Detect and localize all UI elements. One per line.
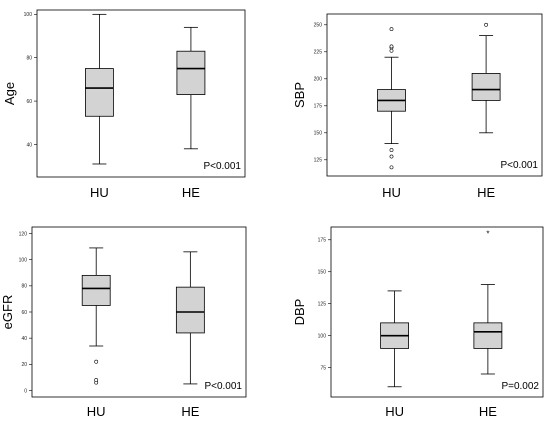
y-tick-label: 175 bbox=[314, 104, 323, 110]
x-category-label: HU bbox=[385, 404, 404, 419]
y-tick-label: 225 bbox=[314, 50, 323, 56]
p-value-annotation: P<0.001 bbox=[204, 381, 242, 392]
outlier-point bbox=[389, 148, 394, 152]
y-tick-label: 250 bbox=[314, 23, 323, 29]
box-hu bbox=[377, 27, 406, 170]
plot-frame bbox=[326, 13, 543, 177]
y-tick-label: 100 bbox=[24, 12, 33, 18]
x-category-label: HU bbox=[90, 185, 109, 200]
iqr-box bbox=[471, 73, 501, 101]
y-tick-label: 150 bbox=[314, 131, 323, 137]
iqr-box bbox=[81, 274, 111, 306]
outlier-point bbox=[94, 359, 99, 364]
y-tick-label: 40 bbox=[26, 142, 32, 148]
y-tick-label: 75 bbox=[320, 365, 326, 371]
p-value-annotation: P<0.001 bbox=[500, 160, 538, 171]
y-tick-label: 100 bbox=[19, 257, 28, 263]
chart-panel-dbp: 75 100 125 150 175 DBP HU * HE P=0.002 bbox=[292, 226, 544, 419]
iqr-box bbox=[176, 50, 206, 95]
outlier-point bbox=[389, 27, 394, 32]
box-he: * bbox=[473, 229, 503, 375]
outlier-point bbox=[94, 378, 99, 382]
y-tick-label: 125 bbox=[314, 158, 323, 164]
y-axis-label: eGFR bbox=[0, 295, 15, 330]
y-tick-label: 60 bbox=[21, 310, 27, 316]
y-tick-label: 200 bbox=[314, 77, 323, 83]
y-tick-label: 80 bbox=[26, 56, 32, 62]
extreme-point: * bbox=[486, 229, 489, 238]
outlier-point bbox=[389, 154, 394, 159]
outlier-point bbox=[389, 48, 394, 53]
y-axis-label: Age bbox=[2, 82, 17, 105]
box-he bbox=[471, 22, 501, 134]
y-tick-label: 120 bbox=[19, 231, 28, 237]
plot-frame bbox=[31, 226, 247, 398]
box-hu bbox=[85, 13, 114, 165]
p-value-annotation: P=0.002 bbox=[501, 381, 539, 392]
y-tick-label: 125 bbox=[318, 301, 327, 307]
iqr-box bbox=[85, 68, 114, 117]
chart-panel-sbp: 125 150 175 200 225 250 SBP HU HE P<0.001 bbox=[292, 13, 543, 200]
x-category-label: HE bbox=[477, 185, 495, 200]
y-tick-label: 175 bbox=[318, 238, 327, 244]
y-tick-label: 40 bbox=[21, 336, 27, 342]
iqr-box bbox=[175, 286, 205, 334]
y-axis-label: SBP bbox=[292, 82, 307, 108]
plot-frame bbox=[36, 9, 246, 178]
y-tick-label: 150 bbox=[318, 270, 327, 276]
plot-frame bbox=[330, 226, 544, 398]
chart-panel-age: 40 60 80 100 Age HU HE P<0.001 bbox=[2, 9, 246, 200]
outlier-point bbox=[389, 44, 394, 49]
y-tick-label: 60 bbox=[26, 99, 32, 105]
y-tick-label: 20 bbox=[21, 362, 27, 368]
y-tick-label: 100 bbox=[318, 333, 327, 339]
y-axis-label: DBP bbox=[292, 299, 307, 326]
x-category-label: HE bbox=[479, 404, 497, 419]
box-hu bbox=[380, 290, 410, 388]
x-category-label: HE bbox=[181, 404, 199, 419]
chart-panel-egfr: 0 20 40 60 80 100 120 eGFR HU HE P<0.001 bbox=[0, 226, 247, 419]
box-he bbox=[175, 251, 205, 385]
x-category-label: HE bbox=[182, 185, 200, 200]
outlier-point bbox=[389, 165, 394, 170]
y-tick-label: 80 bbox=[21, 284, 27, 290]
box-he bbox=[176, 26, 206, 150]
box-hu bbox=[81, 247, 111, 385]
y-tick-label: 0 bbox=[24, 388, 27, 394]
x-category-label: HU bbox=[87, 404, 106, 419]
outlier-point bbox=[484, 22, 489, 27]
x-category-label: HU bbox=[382, 185, 401, 200]
iqr-box bbox=[473, 322, 503, 349]
p-value-annotation: P<0.001 bbox=[203, 161, 241, 172]
